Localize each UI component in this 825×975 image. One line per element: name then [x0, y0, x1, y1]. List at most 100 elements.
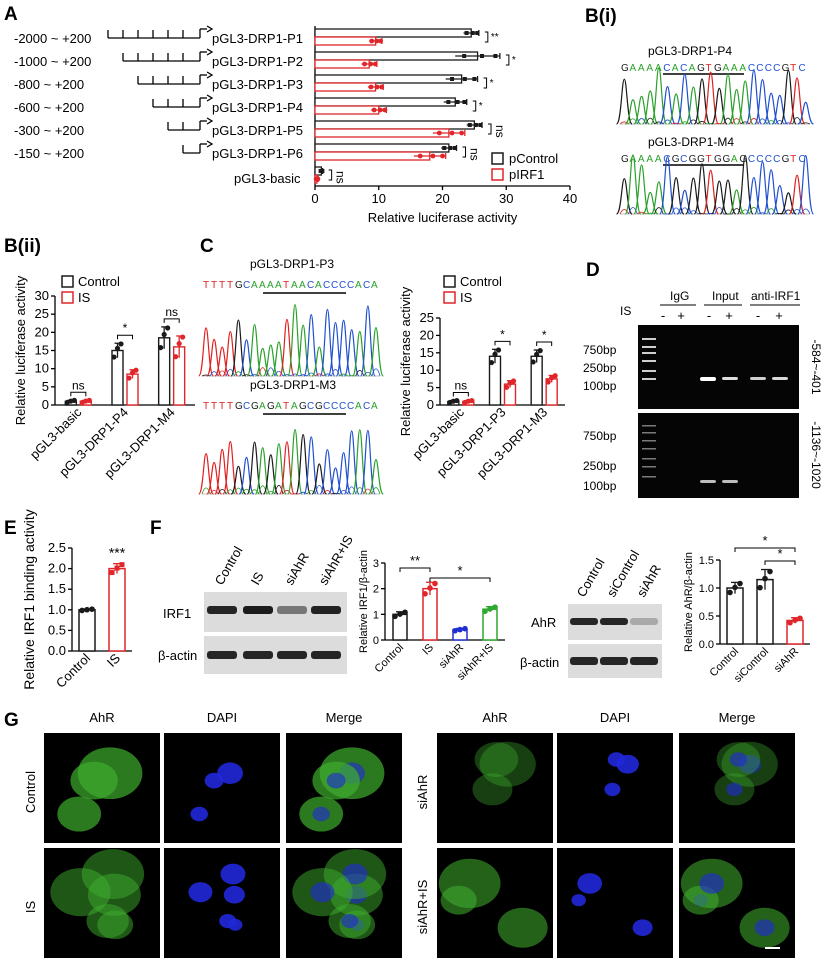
data-point: [79, 607, 85, 614]
sequence-base: A: [629, 154, 636, 165]
g-row-label-is: IS: [23, 901, 38, 914]
cytoplasm-signal: [472, 773, 513, 806]
trace-noise: [654, 207, 664, 215]
construct-name: pGL3-DRP1-P5: [212, 123, 303, 138]
sequence-base: C: [765, 63, 772, 74]
d-marker-750-top: 750bp: [583, 343, 617, 357]
sig-bracket: [734, 547, 796, 552]
sequence-base: C: [363, 280, 370, 291]
panel-d-chip-gel: IS IgG Input anti-IRF1 - + - + - + 750bp 250b…: [583, 289, 823, 498]
trace-noise: [628, 118, 638, 125]
sig-label: ns: [72, 378, 85, 392]
construct-name: pGL3-DRP1-P3: [212, 77, 303, 92]
ladder-band: [642, 338, 656, 340]
nucleus-signal: [188, 882, 213, 903]
trace-peak: [797, 101, 814, 125]
panel-g-immunofluorescence: AhR DAPI Merge AhR DAPI Merge Control IS siAh…: [23, 710, 795, 958]
a-point: [362, 61, 367, 67]
sig-bracket: [429, 577, 491, 582]
legend-label: IS: [460, 290, 473, 305]
d-region-top: -584~-401: [809, 339, 823, 394]
sequence-base: C: [773, 154, 780, 165]
nucleus-signal: [699, 873, 725, 894]
nucleus-signal: [607, 752, 626, 767]
a-point: [320, 169, 325, 173]
sequence-base: C: [756, 154, 763, 165]
trace-noise: [355, 487, 365, 495]
trace-noise: [201, 487, 211, 495]
y-tick-label: 1.0: [48, 602, 66, 617]
irf1-band: [277, 606, 307, 614]
f-blot1-column-labels: Control IS siAhR siAhR+IS: [212, 532, 356, 587]
data-point: [482, 608, 488, 615]
sequence-base: C: [663, 63, 670, 74]
sig-label: *: [777, 546, 782, 561]
y-tick-label: 0.0: [48, 643, 66, 658]
sequence-base: T: [219, 401, 225, 412]
chip-band: [700, 377, 716, 381]
trace-noise: [637, 211, 647, 215]
trace-peak: [327, 467, 344, 495]
y-tick-label: 2.5: [48, 540, 66, 555]
sig-bracket: [536, 341, 553, 347]
data-point: [534, 351, 540, 358]
trace-noise: [731, 118, 742, 125]
nucleus-signal: [312, 806, 330, 822]
f-blot1-bands: [207, 606, 341, 659]
trace-noise: [209, 371, 219, 377]
trace-peak: [719, 73, 737, 125]
sequence-base: G: [689, 154, 697, 165]
trace-peak: [254, 347, 271, 377]
sequence-base: T: [706, 154, 712, 165]
a-point: [464, 31, 469, 35]
sequence-base: A: [299, 280, 306, 291]
a-bar-pcontrol: [314, 28, 472, 38]
data-point: [118, 341, 124, 347]
y-tick-label: 10: [420, 362, 434, 377]
panel-label-a: A: [4, 4, 18, 25]
trace-peak: [351, 330, 368, 377]
a-bar-pirf1: [314, 151, 431, 161]
legend-label: Control: [78, 274, 120, 289]
trace-noise: [363, 371, 373, 377]
a-sig-label: *: [512, 55, 516, 66]
bi-title-p4: pGL3-DRP1-P4: [648, 44, 732, 58]
data-point: [727, 589, 733, 596]
y-tick-label: 1: [373, 609, 379, 621]
data-point: [454, 397, 460, 404]
chip-band: [722, 480, 738, 483]
trace-noise: [225, 489, 235, 495]
trace-noise: [371, 487, 381, 495]
y-tick-label: 10: [35, 361, 49, 376]
blot-column-label: siAhR: [634, 562, 664, 600]
c-title-p3: pGL3-DRP1-P3: [250, 257, 334, 271]
data-point: [757, 584, 763, 591]
ladder-band: [642, 346, 656, 348]
sequence-base: G: [672, 154, 680, 165]
a-point: [475, 31, 480, 35]
micrograph-tile: [286, 848, 402, 958]
a-point: [450, 77, 455, 81]
sequence-base: G: [739, 154, 747, 165]
data-point: [422, 591, 428, 597]
cytoplasm-signal: [70, 761, 118, 800]
construct-range-label: -300 ~ +200: [14, 123, 84, 138]
basic-construct-label: pGL3-basic: [234, 171, 301, 186]
trace-peak: [319, 449, 336, 495]
a-sig-label: **: [491, 32, 499, 43]
data-point: [397, 611, 403, 617]
trace-noise: [783, 122, 793, 125]
gel-bands: [642, 338, 788, 483]
a-point: [371, 107, 377, 113]
trace-peak: [230, 465, 247, 495]
sig-bracket: [399, 567, 431, 572]
d-region-bottom: -1136~-1020: [809, 421, 823, 489]
data-point: [487, 606, 493, 612]
data-point: [133, 367, 139, 373]
y-axis-title: Relative luciferase activity: [13, 275, 28, 425]
y-tick-label: 20: [420, 327, 434, 342]
irf1-band: [311, 606, 341, 614]
sig-label: *: [500, 327, 505, 341]
trace-peak: [633, 164, 650, 215]
